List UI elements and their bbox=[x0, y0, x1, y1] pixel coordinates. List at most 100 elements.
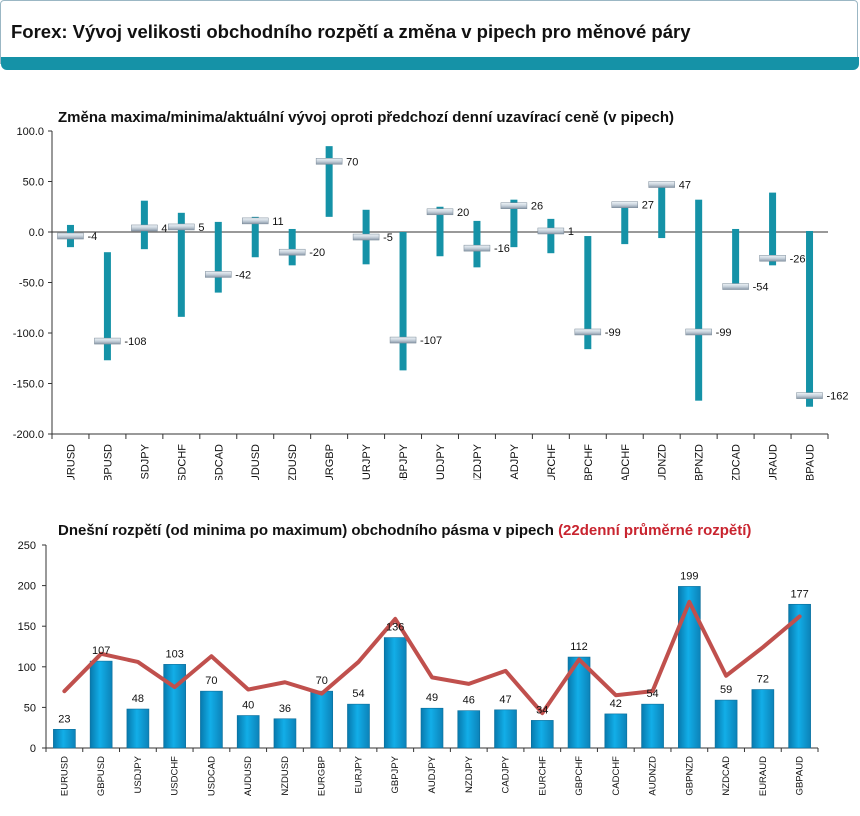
chart2-title-main: Dnešní rozpětí (od minima po maximum) ob… bbox=[58, 522, 554, 539]
chart2-x-tick-label: EURGBP bbox=[317, 756, 328, 796]
chart2-bar bbox=[420, 707, 444, 749]
chart1-range-bar bbox=[325, 146, 333, 217]
chart1-x-tick-label: GBPNZD bbox=[694, 444, 706, 480]
chart2-bar bbox=[273, 718, 297, 749]
chart1-current-marker bbox=[426, 208, 454, 216]
chart2-bar bbox=[310, 690, 334, 749]
chart1-x-tick-label: USDCHF bbox=[176, 444, 188, 480]
chart1-y-tick-label: -100.0 bbox=[13, 328, 44, 340]
chart1-x-tick-label: AUDJPY bbox=[435, 443, 447, 480]
chart2-x-tick-label: USDCAD bbox=[206, 756, 217, 796]
chart1-data-label: 27 bbox=[642, 200, 654, 212]
chart1-data-label: -20 bbox=[309, 247, 325, 259]
chart2-x-tick-label: AUDUSD bbox=[243, 756, 254, 796]
chart2-data-label: 103 bbox=[165, 648, 183, 660]
chart1-x-tick-label: USDCAD bbox=[213, 444, 225, 480]
chart2-data-label: 70 bbox=[205, 675, 217, 687]
chart1-data-label: -26 bbox=[790, 253, 806, 265]
chart2-x-tick-label: EURJPY bbox=[353, 755, 364, 793]
chart2-bar bbox=[530, 720, 554, 749]
chart2-data-label: 136 bbox=[386, 622, 404, 634]
chart1-current-marker bbox=[685, 328, 712, 336]
chart2-bar bbox=[641, 703, 664, 749]
chart1-data-label: 4 bbox=[161, 223, 167, 235]
chart2-bar bbox=[347, 703, 370, 749]
chart2-data-label: 199 bbox=[680, 570, 698, 582]
chart2-data-label: 36 bbox=[279, 703, 291, 715]
chart1-data-label: 47 bbox=[679, 180, 691, 192]
chart1-x-tick-label: USDJPY bbox=[139, 443, 151, 480]
chart2-data-label: 70 bbox=[316, 675, 328, 687]
chart1-x-tick-label: CADCHF bbox=[620, 444, 632, 480]
chart1-range-bar bbox=[251, 216, 259, 258]
chart1-x-tick-label: AUDUSD bbox=[250, 444, 262, 480]
chart1-x-tick-label: GBPUSD bbox=[102, 444, 114, 480]
chart1-current-marker bbox=[131, 224, 158, 232]
chart1-current-marker bbox=[537, 227, 565, 235]
page-header: Forex: Vývoj velikosti obchodního rozpět… bbox=[0, 0, 859, 70]
chart1-range-bar bbox=[436, 206, 444, 257]
chart1-y-tick-label: 50.0 bbox=[23, 177, 44, 189]
chart1-current-marker bbox=[722, 283, 749, 290]
chart1-data-label: -99 bbox=[605, 327, 621, 339]
chart1-data-label: -162 bbox=[827, 391, 849, 403]
chart1-data-label: -42 bbox=[235, 269, 251, 281]
chart1-data-label: -99 bbox=[716, 327, 732, 339]
chart1-x-tick-label: GBPAUD bbox=[805, 444, 817, 480]
chart2-data-label: 112 bbox=[570, 641, 588, 653]
chart1-current-marker bbox=[500, 202, 528, 209]
chart1-data-label: 20 bbox=[457, 207, 469, 219]
chart2-data-label: 34 bbox=[536, 704, 548, 716]
chart1-current-marker bbox=[463, 244, 491, 252]
chart1-range-bar bbox=[399, 232, 407, 371]
chart1-data-label: 70 bbox=[346, 156, 358, 168]
chart2-x-tick-label: GBPNZD bbox=[684, 756, 695, 796]
chart2-bar bbox=[236, 715, 260, 749]
chart2-bar bbox=[788, 603, 811, 749]
chart1-x-tick-label: GBPJPY bbox=[398, 443, 410, 480]
chart1-range-bar bbox=[473, 220, 481, 268]
header-accent-bar bbox=[1, 57, 859, 70]
chart2-data-label: 42 bbox=[610, 698, 622, 710]
chart1-x-tick-label: EURJPY bbox=[361, 443, 373, 480]
chart2-data-label: 23 bbox=[58, 713, 70, 725]
chart2-bar bbox=[53, 729, 76, 749]
chart1-range-bar bbox=[547, 218, 555, 254]
chart2-data-label: 54 bbox=[646, 688, 658, 700]
chart1-current-marker bbox=[315, 158, 343, 165]
chart1-data-label: 26 bbox=[531, 201, 543, 213]
chart1-x-tick-label: NZDCAD bbox=[731, 444, 743, 480]
chart1-x-tick-label: NZDJPY bbox=[472, 443, 484, 480]
chart1-data-label: -107 bbox=[420, 335, 442, 347]
chart1-data-label: -16 bbox=[494, 243, 510, 255]
chart1-range-bar bbox=[658, 181, 666, 239]
chart2-x-tick-label: EURCHF bbox=[537, 756, 548, 796]
chart1-data-label: 5 bbox=[198, 222, 204, 234]
chart1-x-tick-label: NZDUSD bbox=[287, 444, 299, 480]
chart1-range-bar bbox=[695, 199, 703, 401]
chart1-current-marker bbox=[574, 328, 602, 336]
chart1-current-marker bbox=[796, 392, 823, 399]
chart1-data-label: 1 bbox=[568, 226, 574, 238]
chart2-bar bbox=[457, 710, 481, 749]
page-title: Forex: Vývoj velikosti obchodního rozpět… bbox=[11, 21, 691, 42]
chart1-current-marker bbox=[648, 181, 675, 188]
chart1-current-marker bbox=[389, 336, 417, 344]
chart1-range-bar bbox=[214, 221, 222, 293]
chart2-x-tick-label: NZDCAD bbox=[721, 756, 732, 796]
chart2-data-label: 54 bbox=[352, 688, 364, 700]
chart1-x-tick-label: GBPCHF bbox=[583, 444, 595, 480]
chart2-x-tick-label: CADJPY bbox=[501, 755, 512, 793]
chart2-x-tick-label: EURUSD bbox=[59, 756, 70, 796]
chart1-data-label: -54 bbox=[753, 282, 769, 294]
chart2-data-label: 47 bbox=[499, 694, 511, 706]
chart2-bar bbox=[89, 660, 113, 749]
chart2-y-tick-label: 200 bbox=[18, 581, 36, 593]
chart2-x-tick-label: CADCHF bbox=[611, 756, 622, 796]
chart1-range-bar bbox=[584, 236, 592, 350]
chart2-x-tick-label: GBPUSD bbox=[96, 756, 107, 796]
chart1-range-bar bbox=[288, 228, 296, 266]
chart1-x-tick-label: EURGBP bbox=[324, 444, 336, 480]
chart1-y-tick-label: -50.0 bbox=[19, 278, 44, 290]
chart1-current-marker bbox=[759, 255, 786, 262]
